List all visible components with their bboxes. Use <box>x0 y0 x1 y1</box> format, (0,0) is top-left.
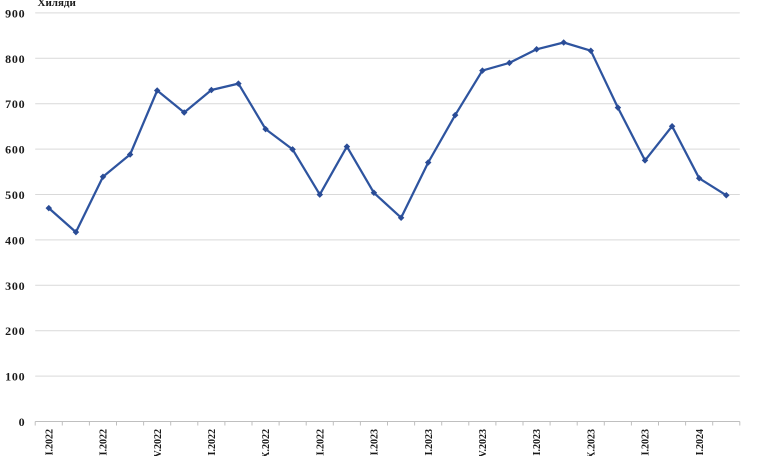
svg-text:100: 100 <box>5 370 25 384</box>
svg-text:VII.2022: VII.2022 <box>207 429 218 456</box>
svg-text:I.2022: I.2022 <box>44 429 55 455</box>
svg-text:I.2024: I.2024 <box>695 429 706 455</box>
svg-text:IX.2022: IX.2022 <box>261 429 272 456</box>
svg-text:XI.2022: XI.2022 <box>315 429 326 456</box>
svg-text:400: 400 <box>5 233 25 247</box>
svg-text:I.2023: I.2023 <box>370 429 381 455</box>
svg-text:Хиляди: Хиляди <box>38 0 77 9</box>
svg-text:500: 500 <box>5 188 25 202</box>
svg-text:800: 800 <box>5 52 25 66</box>
svg-text:300: 300 <box>5 279 25 293</box>
svg-text:XI.2023: XI.2023 <box>641 429 652 456</box>
svg-text:IX.2023: IX.2023 <box>586 429 597 456</box>
svg-text:III.2023: III.2023 <box>424 429 435 456</box>
svg-text:V.2022: V.2022 <box>153 429 164 456</box>
svg-text:700: 700 <box>5 97 25 111</box>
svg-text:200: 200 <box>5 324 25 338</box>
svg-text:VII.2023: VII.2023 <box>532 429 543 456</box>
svg-text:V.2023: V.2023 <box>478 429 489 456</box>
svg-text:900: 900 <box>5 6 25 20</box>
svg-text:0: 0 <box>19 415 26 429</box>
svg-text:III.2022: III.2022 <box>99 429 110 456</box>
svg-text:600: 600 <box>5 143 25 157</box>
